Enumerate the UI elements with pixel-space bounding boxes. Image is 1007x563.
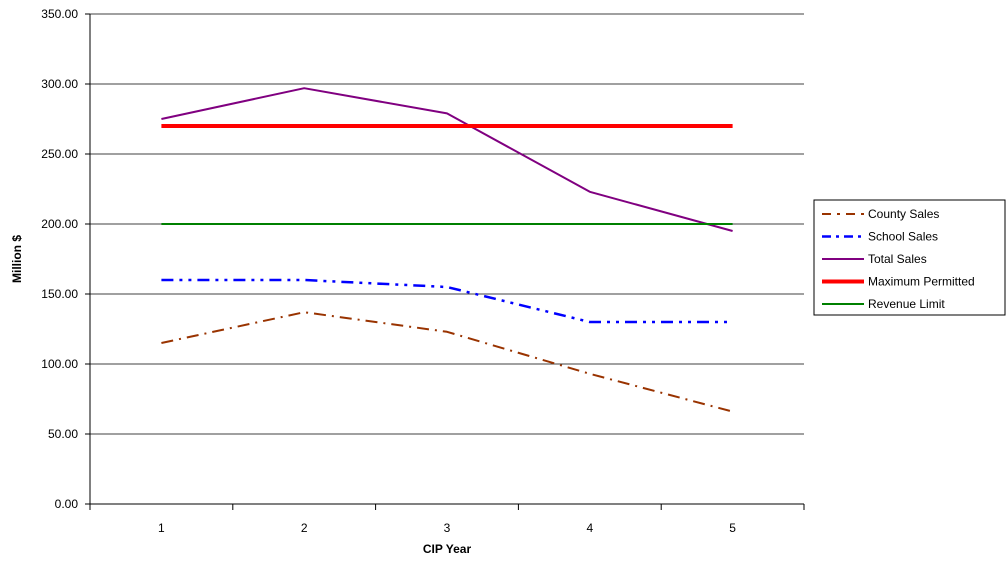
y-tick-label: 50.00 xyxy=(48,427,78,441)
y-tick-label: 150.00 xyxy=(41,287,78,301)
series-line-school-sales xyxy=(161,278,733,324)
legend-label: Maximum Permitted xyxy=(868,275,975,289)
x-tick-label: 1 xyxy=(158,521,165,535)
legend-label: Revenue Limit xyxy=(868,297,945,311)
x-tick-label: 2 xyxy=(301,521,308,535)
y-tick-label: 250.00 xyxy=(41,147,78,161)
y-tick-label: 350.00 xyxy=(41,7,78,21)
x-tick-label: 4 xyxy=(586,521,593,535)
y-tick-label: 300.00 xyxy=(41,77,78,91)
y-axis-title: Million $ xyxy=(10,235,24,283)
y-ticks: 0.00 50.00 100.00 150.00 200.00 250.00 300.00 3… xyxy=(41,7,90,511)
series-line-county-sales xyxy=(161,311,733,413)
x-ticks: 1 2 3 4 5 xyxy=(89,504,805,535)
x-tick-label: 5 xyxy=(729,521,736,535)
series-lines xyxy=(161,87,733,413)
legend-label: School Sales xyxy=(868,230,938,244)
legend: County Sales School Sales Total Sales Maxim… xyxy=(813,199,1006,316)
axes xyxy=(89,14,804,505)
legend-label: Total Sales xyxy=(868,252,927,266)
x-tick-label: 3 xyxy=(444,521,451,535)
y-tick-label: 0.00 xyxy=(55,497,79,511)
x-axis-title: CIP Year xyxy=(423,542,472,556)
legend-box xyxy=(813,199,1006,316)
legend-label: County Sales xyxy=(868,207,939,221)
series-line-total-sales xyxy=(161,87,733,232)
y-tick-label: 200.00 xyxy=(41,217,78,231)
y-tick-label: 100.00 xyxy=(41,357,78,371)
